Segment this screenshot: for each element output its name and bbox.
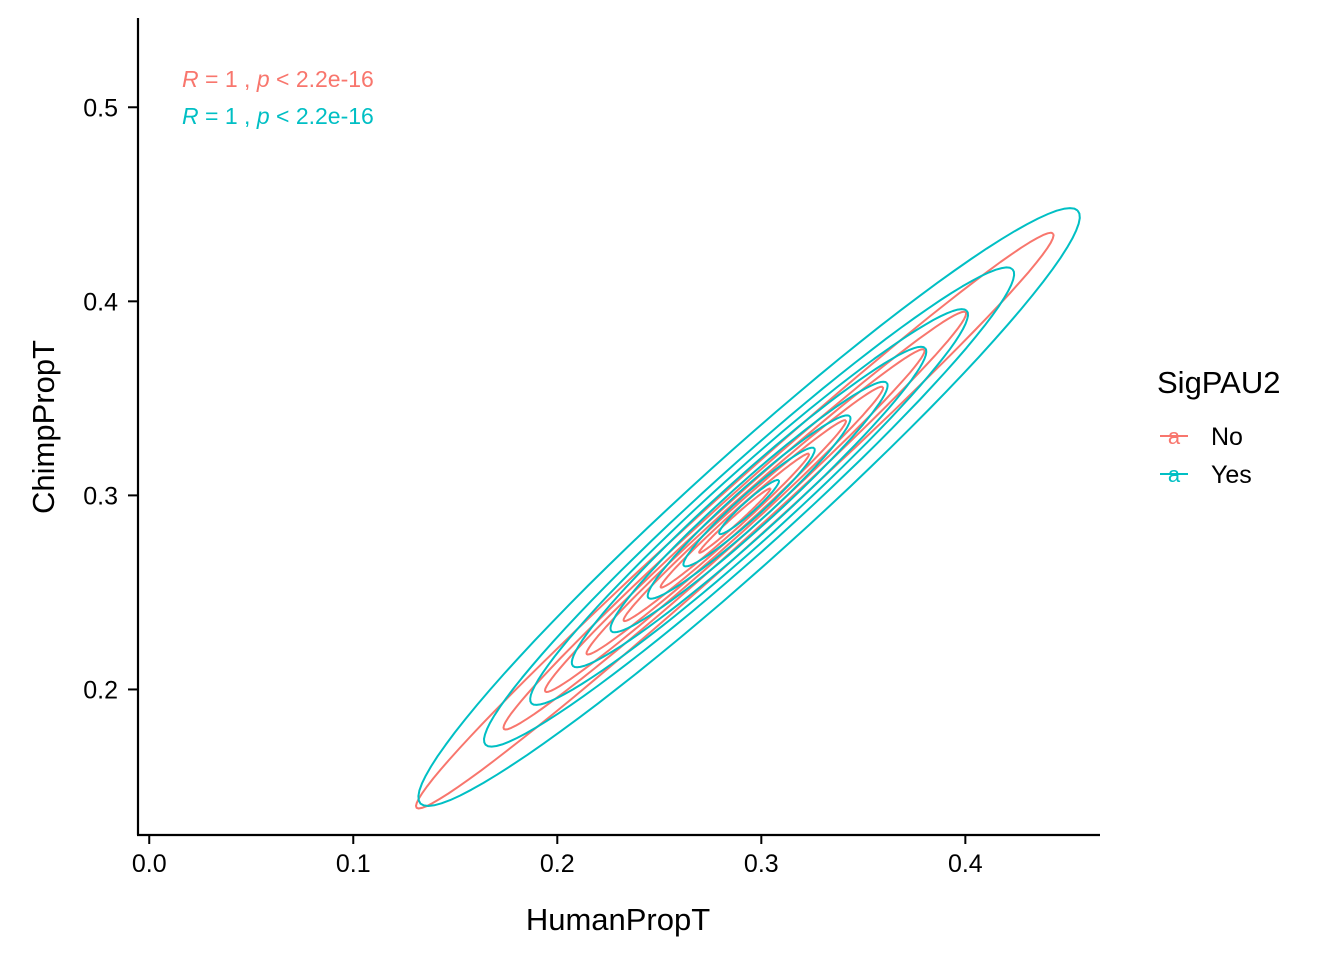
- x-tick-label: 0.4: [948, 850, 983, 878]
- contour-series-no: [415, 231, 1055, 810]
- contour-yes-level-2: [483, 266, 1016, 748]
- contour-no-level-7: [698, 487, 772, 554]
- contour-yes-level-6: [646, 414, 852, 600]
- contour-no-level-3: [544, 348, 926, 693]
- correlation-annotation: R = 1 , p < 2.2e-16: [182, 103, 374, 129]
- legend: SigPAU2 a No a Yes: [1157, 365, 1281, 489]
- contour-layer: [415, 207, 1081, 810]
- correlation-annotations: R = 1 , p < 2.2e-16 R = 1 , p < 2.2e-16: [182, 66, 374, 129]
- y-axis-title: ChimpPropT: [26, 340, 61, 514]
- legend-text-key: a: [1168, 424, 1181, 449]
- y-tick-label: 0.2: [83, 676, 118, 704]
- contour-yes-level-3: [529, 308, 969, 706]
- contour-series-yes: [417, 207, 1081, 807]
- contour-yes-level-1: [417, 207, 1081, 807]
- contour-yes-level-8: [718, 479, 780, 536]
- legend-text-key: a: [1168, 462, 1181, 487]
- legend-title: SigPAU2: [1157, 365, 1281, 400]
- legend-entries: a No a Yes: [1160, 423, 1252, 489]
- x-tick-label: 0.2: [540, 850, 575, 878]
- y-tick-label: 0.4: [83, 288, 118, 316]
- x-tick-label: 0.3: [744, 850, 779, 878]
- x-tick-label: 0.1: [336, 850, 371, 878]
- y-tick-label: 0.5: [83, 94, 118, 122]
- contour-yes-level-7: [682, 446, 816, 568]
- contour-yes-level-4: [570, 345, 928, 669]
- y-tick-label: 0.3: [83, 482, 118, 510]
- legend-label: No: [1211, 423, 1243, 451]
- contour-no-level-2: [502, 310, 968, 731]
- contour-no-level-6: [659, 452, 810, 589]
- y-axis-ticks: 0.2 0.3 0.4 0.5: [83, 94, 137, 704]
- contour-no-level-4: [585, 385, 885, 656]
- correlation-annotation: R = 1 , p < 2.2e-16: [182, 66, 374, 92]
- x-axis-title: HumanPropT: [526, 902, 710, 937]
- legend-item-yes: a Yes: [1160, 461, 1252, 489]
- x-tick-label: 0.0: [132, 850, 167, 878]
- contour-no-level-1: [415, 231, 1055, 810]
- legend-label: Yes: [1211, 461, 1252, 489]
- contour-yes-level-5: [609, 380, 889, 634]
- x-axis-ticks: 0.0 0.1 0.2 0.3 0.4: [132, 835, 983, 878]
- legend-item-no: a No: [1160, 423, 1243, 451]
